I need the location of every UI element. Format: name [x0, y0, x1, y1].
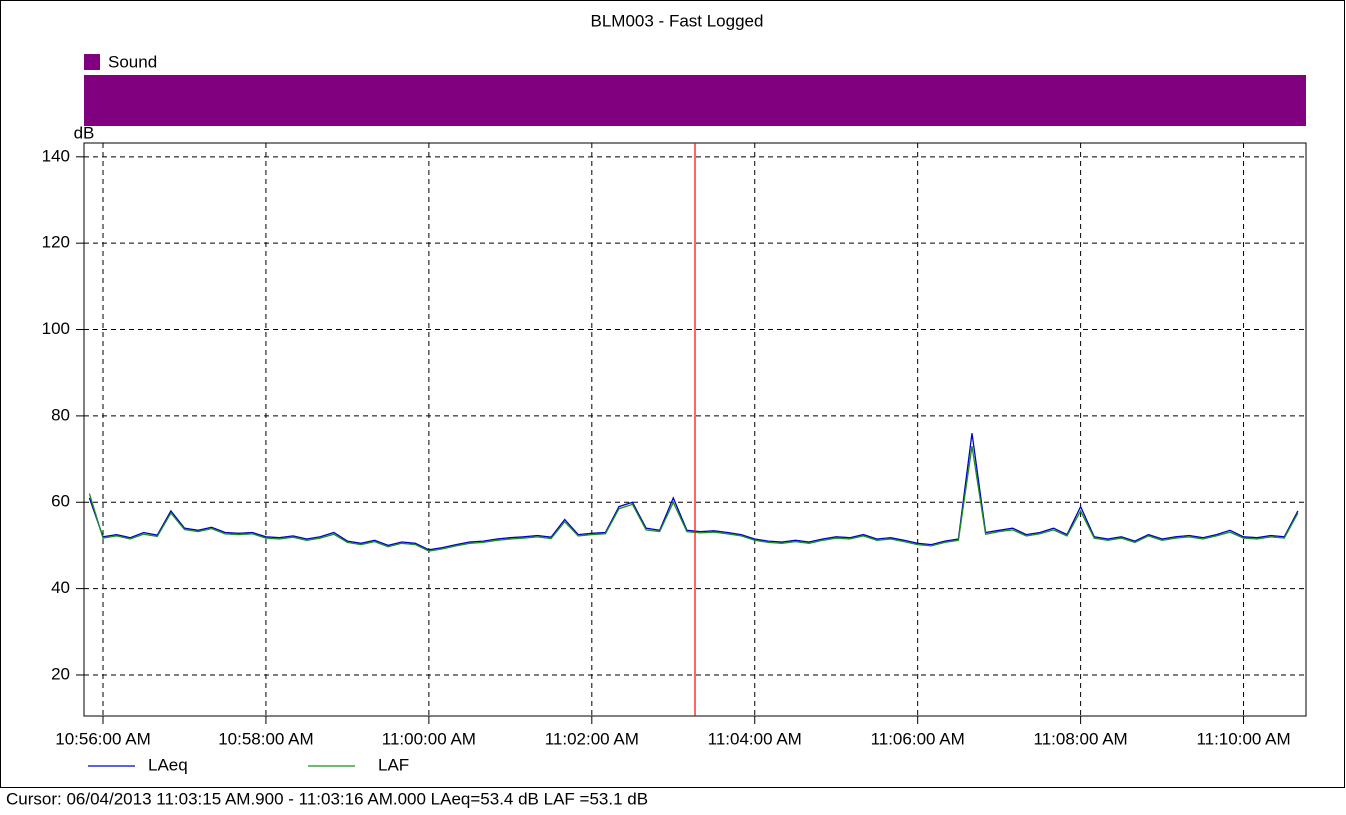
legend-label: LAF	[378, 755, 409, 774]
y-tick-label: 20	[51, 664, 70, 683]
series-line	[88, 446, 1299, 552]
y-tick-label: 60	[51, 492, 70, 511]
cursor-text: Cursor: 06/04/2013 11:03:15 AM.900 - 11:…	[6, 789, 648, 808]
x-tick-label: 11:04:00 AM	[708, 729, 802, 748]
y-tick-label: 100	[42, 319, 70, 338]
legend-label: Sound	[108, 52, 157, 71]
y-tick-label: 40	[51, 578, 70, 597]
x-tick-label: 10:58:00 AM	[218, 729, 313, 748]
x-tick-label: 11:06:00 AM	[871, 729, 965, 748]
legend-swatch	[84, 54, 100, 70]
x-tick-label: 11:08:00 AM	[1034, 729, 1128, 748]
frame	[0, 0, 1345, 788]
x-tick-label: 11:10:00 AM	[1196, 729, 1290, 748]
x-tick-label: 11:00:00 AM	[382, 729, 476, 748]
y-tick-label: 120	[42, 233, 70, 252]
activity-band	[84, 75, 1306, 126]
x-tick-label: 11:02:00 AM	[545, 729, 639, 748]
chart-title: BLM003 - Fast Logged	[591, 11, 764, 30]
legend-label: LAeq	[148, 755, 188, 774]
x-tick-label: 10:56:00 AM	[55, 729, 150, 748]
y-tick-label: 80	[51, 405, 70, 424]
series-line	[88, 433, 1299, 551]
y-tick-label: 140	[42, 146, 70, 165]
y-axis-label: dB	[74, 123, 95, 142]
